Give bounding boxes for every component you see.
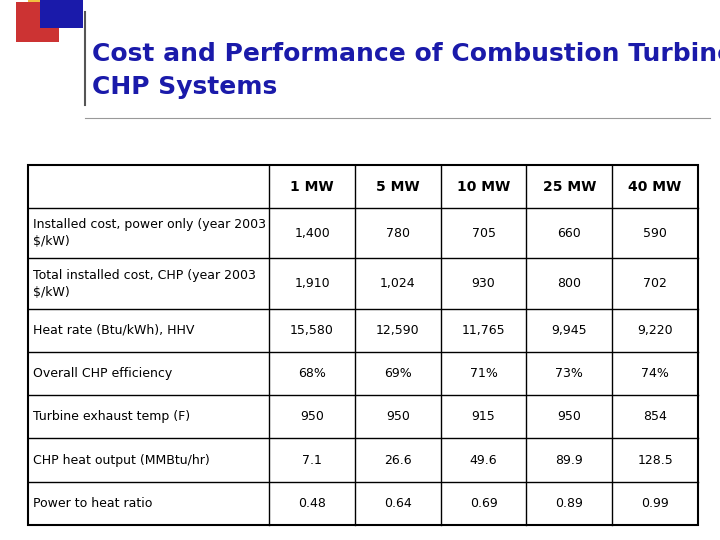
Text: 15,580: 15,580	[290, 324, 334, 337]
Text: Heat rate (Btu/kWh), HHV: Heat rate (Btu/kWh), HHV	[33, 324, 194, 337]
Text: 930: 930	[472, 277, 495, 290]
Text: 950: 950	[386, 410, 410, 423]
Text: 12,590: 12,590	[376, 324, 420, 337]
Text: 0.89: 0.89	[555, 497, 583, 510]
Text: Cost and Performance of Combustion Turbine: Cost and Performance of Combustion Turbi…	[92, 42, 720, 66]
Text: 9,945: 9,945	[552, 324, 588, 337]
Text: 1 MW: 1 MW	[290, 180, 334, 194]
Text: 69%: 69%	[384, 367, 412, 380]
Text: 68%: 68%	[298, 367, 326, 380]
Text: 800: 800	[557, 277, 581, 290]
Text: 915: 915	[472, 410, 495, 423]
Text: 0.69: 0.69	[469, 497, 498, 510]
Text: 950: 950	[300, 410, 324, 423]
Text: Overall CHP efficiency: Overall CHP efficiency	[33, 367, 172, 380]
Text: CHP Systems: CHP Systems	[92, 75, 277, 99]
Text: 26.6: 26.6	[384, 454, 412, 467]
Text: 950: 950	[557, 410, 581, 423]
Text: 0.48: 0.48	[298, 497, 326, 510]
Text: 780: 780	[386, 227, 410, 240]
Text: 705: 705	[472, 227, 495, 240]
Text: 7.1: 7.1	[302, 454, 322, 467]
Text: 590: 590	[643, 227, 667, 240]
Text: Turbine exhaust temp (F): Turbine exhaust temp (F)	[33, 410, 190, 423]
Text: 9,220: 9,220	[637, 324, 673, 337]
Text: 128.5: 128.5	[637, 454, 673, 467]
Text: 1,910: 1,910	[294, 277, 330, 290]
Text: 40 MW: 40 MW	[629, 180, 682, 194]
Text: 49.6: 49.6	[469, 454, 498, 467]
Text: 660: 660	[557, 227, 581, 240]
Text: 71%: 71%	[469, 367, 498, 380]
Text: 11,765: 11,765	[462, 324, 505, 337]
Text: 5 MW: 5 MW	[376, 180, 420, 194]
Text: CHP heat output (MMBtu/hr): CHP heat output (MMBtu/hr)	[33, 454, 210, 467]
Text: 1,400: 1,400	[294, 227, 330, 240]
Text: 25 MW: 25 MW	[543, 180, 596, 194]
Text: 0.64: 0.64	[384, 497, 412, 510]
Text: 1,024: 1,024	[380, 277, 415, 290]
Text: 89.9: 89.9	[556, 454, 583, 467]
Text: 73%: 73%	[555, 367, 583, 380]
Text: 0.99: 0.99	[642, 497, 669, 510]
Text: Installed cost, power only (year 2003
$/kW): Installed cost, power only (year 2003 $/…	[33, 218, 266, 248]
Text: 74%: 74%	[642, 367, 669, 380]
Text: Total installed cost, CHP (year 2003
$/kW): Total installed cost, CHP (year 2003 $/k…	[33, 268, 256, 299]
Text: 854: 854	[643, 410, 667, 423]
Text: 702: 702	[643, 277, 667, 290]
Text: 10 MW: 10 MW	[457, 180, 510, 194]
Text: Power to heat ratio: Power to heat ratio	[33, 497, 153, 510]
